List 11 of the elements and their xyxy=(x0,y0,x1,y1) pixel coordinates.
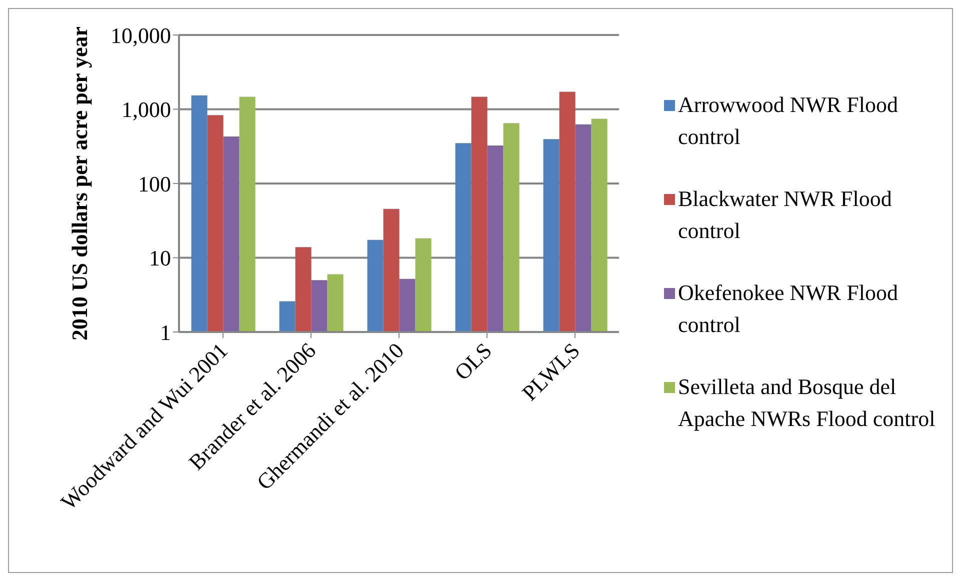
y-tick-label: 1 xyxy=(160,320,171,345)
y-tick-label: 10,000 xyxy=(110,22,171,48)
legend-label: Blackwater NWR Flood control xyxy=(678,185,893,245)
y-axis-title: 2010 US dollars per acre per year xyxy=(66,26,92,341)
y-tick-label: 1,000 xyxy=(122,97,171,122)
legend-label: Okefenokee NWR Flood control xyxy=(678,279,899,339)
y-tick-label: 100 xyxy=(138,171,171,196)
legend-label: Arrowwood NWR Flood control xyxy=(678,91,899,151)
x-tick-label: OLS xyxy=(449,338,497,385)
y-tick-label: 10 xyxy=(149,246,171,271)
legend-label: Sevilleta and Bosque del Apache NWRs Flood control xyxy=(678,373,936,433)
